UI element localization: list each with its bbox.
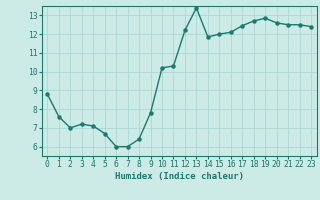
X-axis label: Humidex (Indice chaleur): Humidex (Indice chaleur) <box>115 172 244 181</box>
